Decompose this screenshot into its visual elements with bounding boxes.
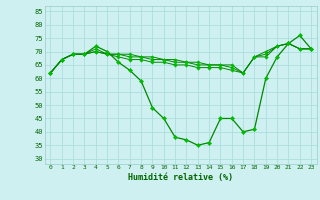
X-axis label: Humidité relative (%): Humidité relative (%) [128, 173, 233, 182]
